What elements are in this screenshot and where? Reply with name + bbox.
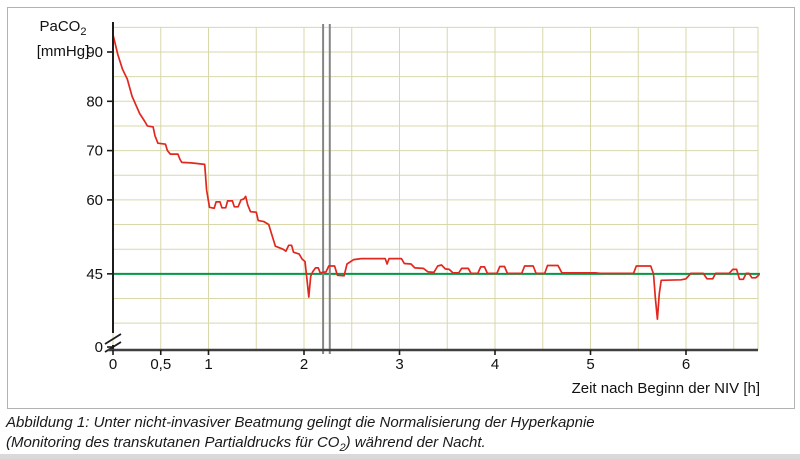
caption-line-2: (Monitoring des transkutanen Partialdruc… bbox=[6, 433, 486, 454]
x-tick-label: 0,5 bbox=[150, 356, 171, 373]
y-tick-label: 0 bbox=[95, 339, 103, 356]
y-tick-label: 60 bbox=[86, 192, 103, 209]
x-tick-label: 3 bbox=[395, 356, 403, 373]
caption-line-1: Abbildung 1: Unter nicht-invasiver Beatm… bbox=[6, 414, 595, 431]
x-tick-label: 1 bbox=[204, 356, 212, 373]
figure-caption: Abbildung 1: Unter nicht-invasiver Beatm… bbox=[6, 413, 786, 458]
y-tick-label: 70 bbox=[86, 143, 103, 160]
y-tick-label: 90 bbox=[86, 44, 103, 61]
y-tick-label: 45 bbox=[86, 266, 103, 283]
y-axis-break-slash bbox=[104, 333, 122, 345]
y-axis-title-subscript: 2 bbox=[80, 26, 87, 38]
y-axis-title: PaCO2 [mmHg] bbox=[18, 17, 108, 62]
x-tick-label: 5 bbox=[586, 356, 594, 373]
x-tick-label: 0 bbox=[109, 356, 117, 373]
x-tick-label: 4 bbox=[491, 356, 499, 373]
x-tick-label: 6 bbox=[682, 356, 690, 373]
figure-box: 90 80 70 60 45 0 0 0,5 1 2 3 4 5 6 PaCO2 [mmHg] Zeit … bbox=[7, 7, 795, 409]
y-axis-title-unit: [mmHg] bbox=[36, 43, 90, 60]
y-tick-label: 80 bbox=[86, 93, 103, 110]
y-axis-title-main: PaCO bbox=[39, 18, 81, 35]
x-tick-label: 2 bbox=[300, 356, 308, 373]
series-paco2-line bbox=[112, 33, 760, 321]
bottom-divider-strip bbox=[0, 454, 800, 459]
x-axis-title: Zeit nach Beginn der NIV [h] bbox=[571, 380, 760, 397]
